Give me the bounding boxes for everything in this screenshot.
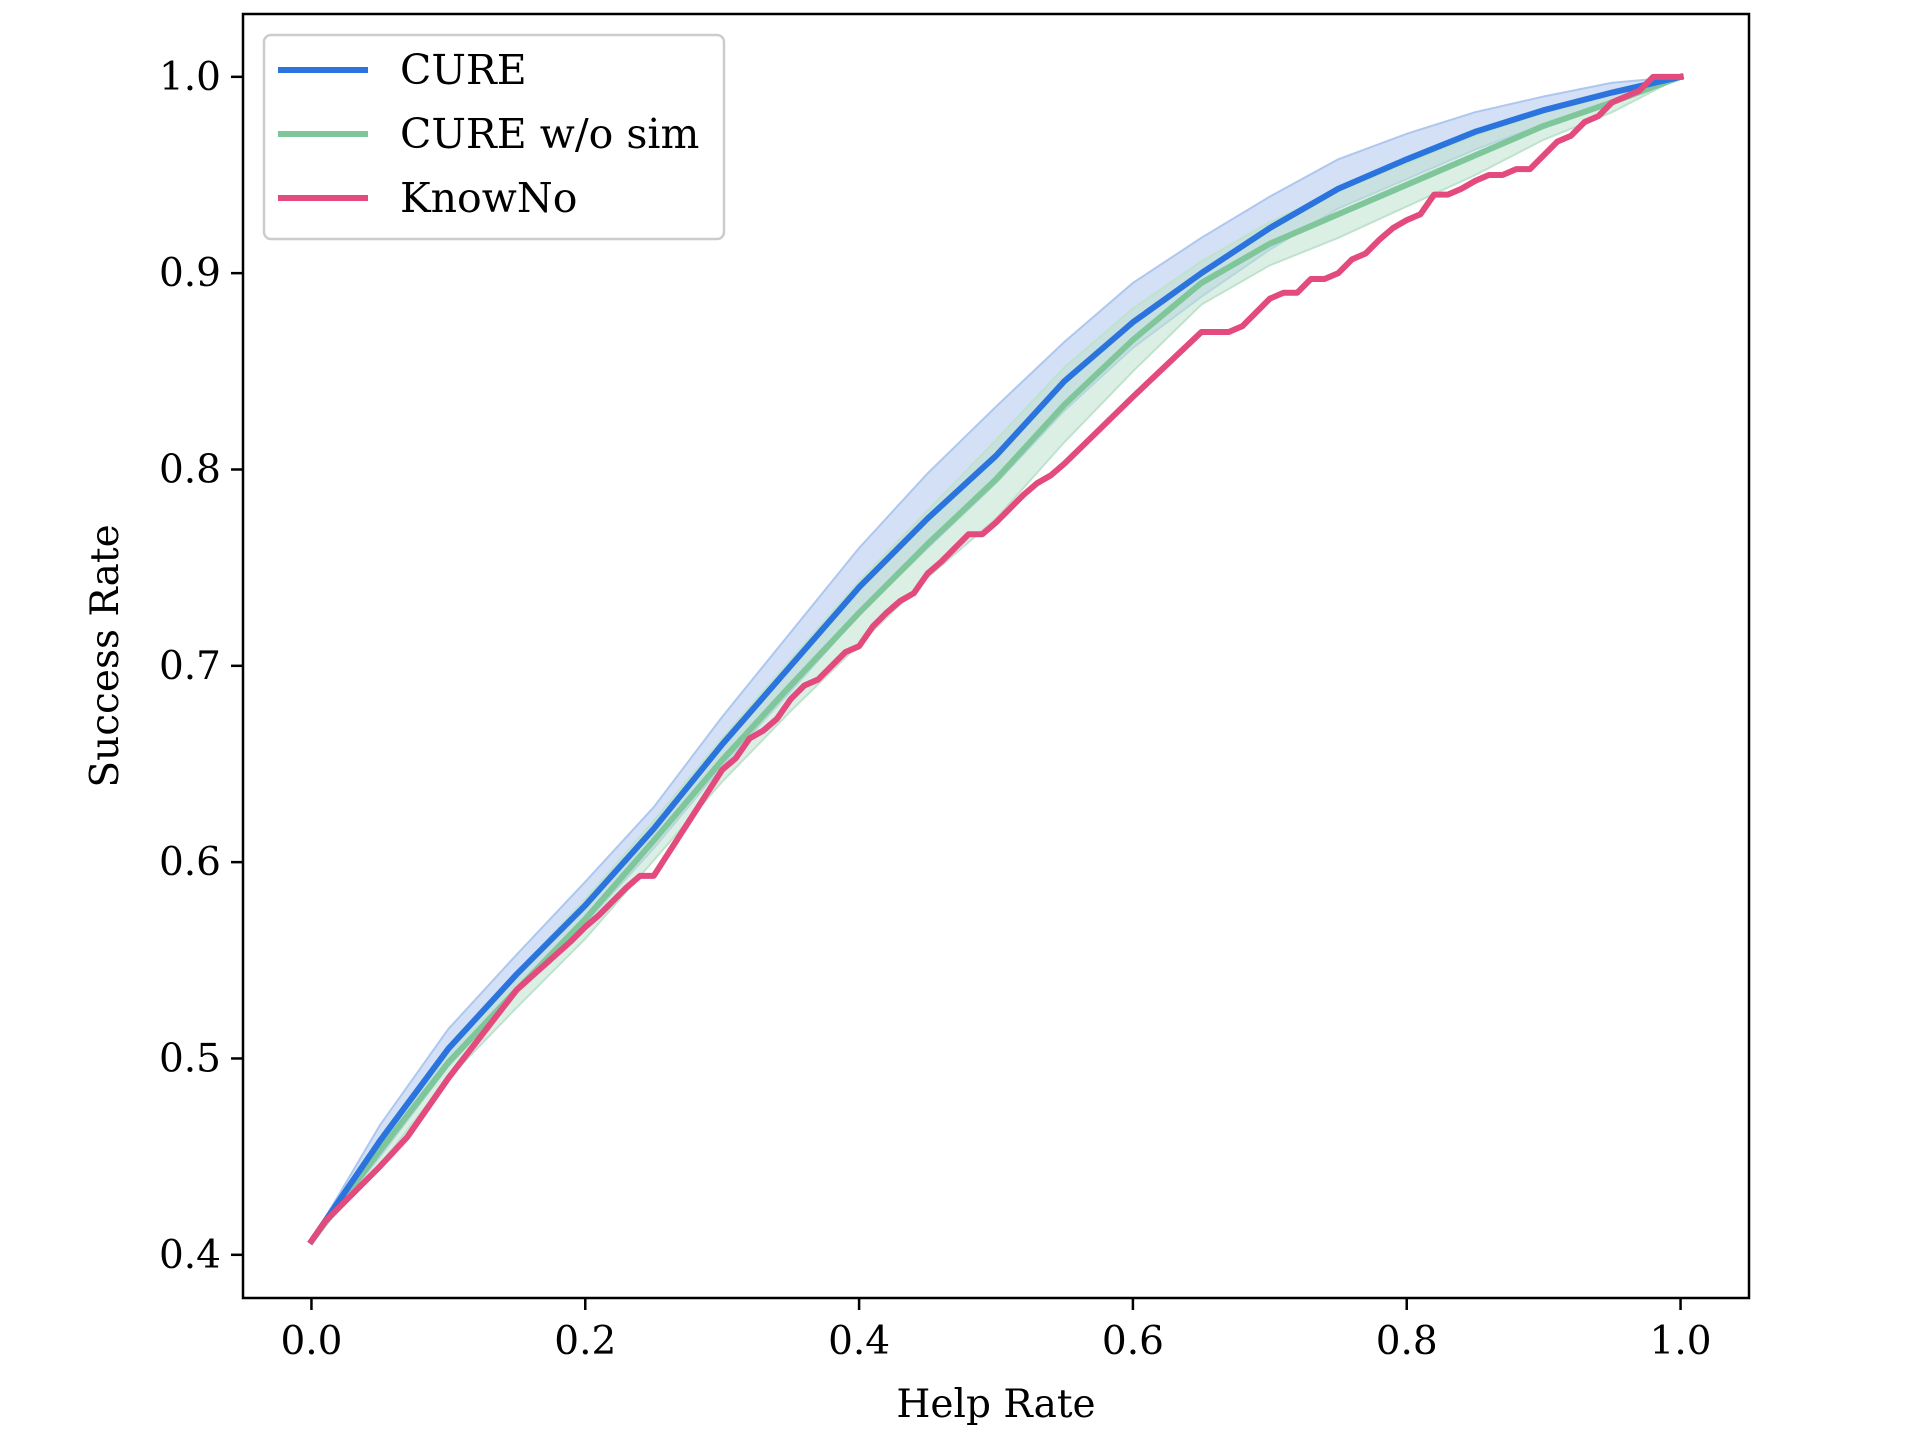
line-series-2 — [307, 73, 1684, 1246]
x-tick-label: 0.2 — [554, 1319, 616, 1364]
legend-box — [262, 33, 726, 241]
legend-label: CURE — [400, 46, 527, 94]
y-tick-label: 0.8 — [159, 447, 221, 492]
legend: CURE CURE w/o sim KnowNo — [262, 33, 726, 241]
x-tick-label: 1.0 — [1650, 1319, 1712, 1364]
y-tick-label: 0.4 — [159, 1233, 221, 1278]
x-axis-label: Help Rate — [896, 1382, 1095, 1427]
x-tick-label: 0.0 — [280, 1319, 342, 1364]
y-tick-label: 0.7 — [159, 644, 221, 689]
legend-label: KnowNo — [400, 174, 577, 222]
x-tick-label: 0.6 — [1102, 1319, 1164, 1364]
y-tick-label: 0.5 — [159, 1036, 221, 1081]
y-tick-label: 0.9 — [159, 251, 221, 296]
x-tick-label: 0.4 — [828, 1319, 890, 1364]
x-tick-label: 0.8 — [1376, 1319, 1438, 1364]
y-tick-label: 1.0 — [159, 55, 221, 100]
x-axis-ticks: 0.0 0.2 0.4 0.6 0.8 1.0 — [280, 1298, 1712, 1364]
y-axis-ticks: 0.4 0.5 0.6 0.7 0.8 0.9 1.0 — [159, 55, 243, 1278]
line-series-0 — [307, 73, 1685, 1246]
legend-label: CURE w/o sim — [400, 110, 699, 158]
series-lines — [307, 72, 1685, 1246]
plot-frame — [241, 12, 1751, 1300]
y-tick-label: 0.6 — [159, 840, 221, 885]
y-axis-label: Success Rate — [83, 524, 128, 787]
